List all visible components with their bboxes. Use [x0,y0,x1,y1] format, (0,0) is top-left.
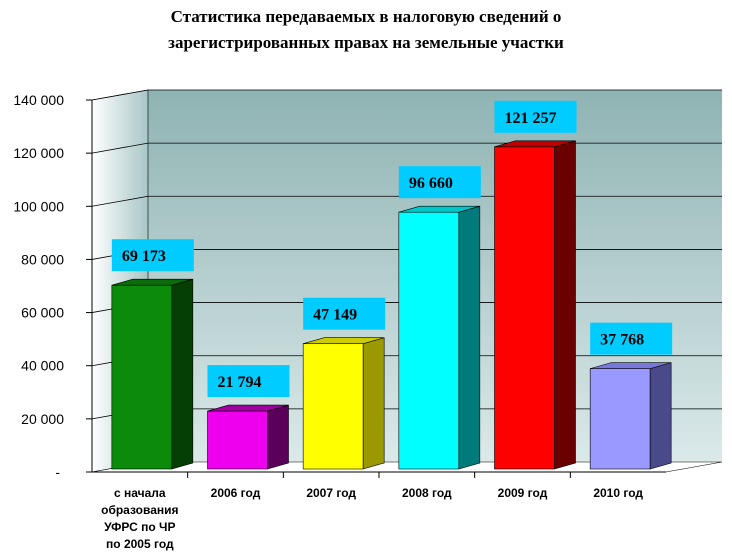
bar [302,343,364,470]
y-tick-label: 20 000 [21,411,64,427]
bar-side [458,205,481,470]
x-tick-label: УФРС по ЧР [104,520,175,534]
data-label-box [111,239,194,272]
bar [494,146,555,470]
x-tick-label: 2007 год [306,486,356,500]
y-tick-label: 60 000 [21,305,64,321]
data-label-box [303,297,386,330]
data-label: 96 660 [409,175,453,192]
x-tick-label: 2010 год [593,486,643,500]
y-tick-label: 140 000 [13,92,64,108]
chart-title-line-2: зарегистрированных правах на земельные у… [168,33,564,52]
bar-side [267,404,289,470]
chart-title: Статистика передаваемых в налоговую свед… [0,4,732,56]
x-tick-label: 2006 год [211,486,261,500]
bar [398,211,460,470]
chart-title-line-1: Статистика передаваемых в налоговую свед… [170,7,562,26]
y-tick-label: 100 000 [13,198,64,214]
bar [589,368,651,470]
data-label-box [207,365,290,398]
y-tick-label: 120 000 [13,145,64,161]
data-label-box [590,322,673,355]
data-label: 69 173 [122,248,166,265]
bar [207,410,268,470]
y-tick-label: - [55,464,60,480]
bar-top [111,278,193,286]
bar-side [554,140,576,470]
bar-side [649,362,672,470]
x-tick-label: 2009 год [498,486,548,500]
x-tick-label: с начала [114,486,166,500]
bar-top [590,362,672,369]
y-tick-label: 40 000 [21,358,64,374]
gridline [91,89,722,101]
x-tick-label: образования [101,503,178,517]
x-tick-label: 2008 год [402,486,452,500]
bar-side [362,337,385,470]
data-label-box [398,166,481,199]
bar-top [494,140,576,148]
data-label: 21 794 [218,374,262,391]
bar-side [171,278,194,470]
bar-top [207,404,289,412]
data-label: 121 257 [505,110,557,127]
data-label: 47 149 [313,307,357,324]
data-label-box [494,100,577,133]
bar-top [398,205,480,213]
bar-top [303,337,385,345]
x-tick-label: по 2005 год [106,537,174,551]
bar [111,284,173,470]
data-label: 37 768 [600,332,644,349]
y-tick-label: 80 000 [21,251,64,267]
